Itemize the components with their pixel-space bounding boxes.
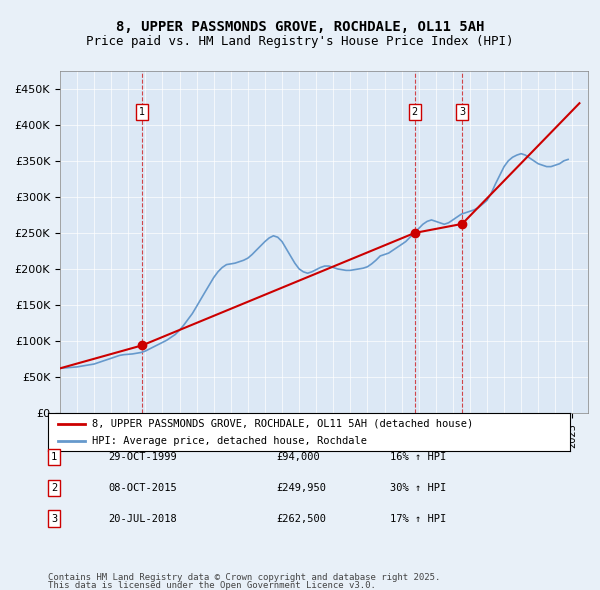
Text: £94,000: £94,000 [276,453,320,462]
Text: Contains HM Land Registry data © Crown copyright and database right 2025.: Contains HM Land Registry data © Crown c… [48,572,440,582]
Text: 2: 2 [51,483,57,493]
Text: 2: 2 [412,107,418,117]
Text: 08-OCT-2015: 08-OCT-2015 [108,483,177,493]
Text: 3: 3 [51,514,57,523]
Text: 1: 1 [51,453,57,462]
Text: 17% ↑ HPI: 17% ↑ HPI [390,514,446,523]
Text: 30% ↑ HPI: 30% ↑ HPI [390,483,446,493]
Text: 1: 1 [139,107,145,117]
Text: £249,950: £249,950 [276,483,326,493]
Text: 8, UPPER PASSMONDS GROVE, ROCHDALE, OL11 5AH (detached house): 8, UPPER PASSMONDS GROVE, ROCHDALE, OL11… [92,419,473,429]
Text: 3: 3 [459,107,465,117]
Text: 8, UPPER PASSMONDS GROVE, ROCHDALE, OL11 5AH: 8, UPPER PASSMONDS GROVE, ROCHDALE, OL11… [116,19,484,34]
Text: 29-OCT-1999: 29-OCT-1999 [108,453,177,462]
Text: £262,500: £262,500 [276,514,326,523]
Text: 20-JUL-2018: 20-JUL-2018 [108,514,177,523]
Text: 16% ↑ HPI: 16% ↑ HPI [390,453,446,462]
Text: Price paid vs. HM Land Registry's House Price Index (HPI): Price paid vs. HM Land Registry's House … [86,35,514,48]
Text: This data is licensed under the Open Government Licence v3.0.: This data is licensed under the Open Gov… [48,581,376,590]
Text: HPI: Average price, detached house, Rochdale: HPI: Average price, detached house, Roch… [92,435,367,445]
